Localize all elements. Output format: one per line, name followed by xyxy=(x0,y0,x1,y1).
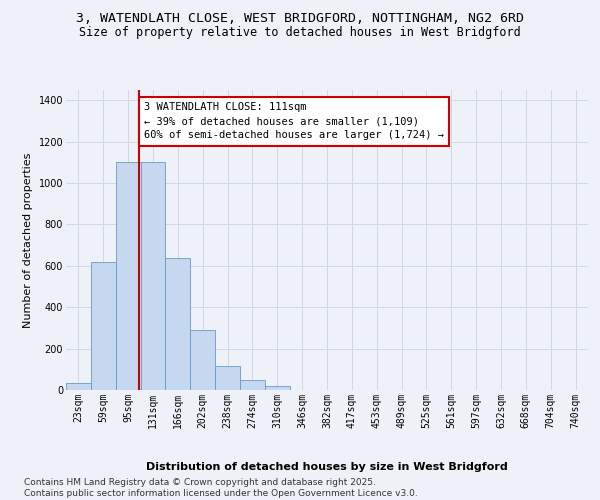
Bar xyxy=(91,262,116,390)
Bar xyxy=(140,162,166,390)
Bar xyxy=(166,258,190,390)
Bar xyxy=(190,330,215,390)
Text: Distribution of detached houses by size in West Bridgford: Distribution of detached houses by size … xyxy=(146,462,508,472)
Text: Size of property relative to detached houses in West Bridgford: Size of property relative to detached ho… xyxy=(79,26,521,39)
Text: Contains HM Land Registry data © Crown copyright and database right 2025.
Contai: Contains HM Land Registry data © Crown c… xyxy=(24,478,418,498)
Bar xyxy=(66,383,91,390)
Bar xyxy=(265,386,290,390)
Text: 3, WATENDLATH CLOSE, WEST BRIDGFORD, NOTTINGHAM, NG2 6RD: 3, WATENDLATH CLOSE, WEST BRIDGFORD, NOT… xyxy=(76,12,524,26)
Bar xyxy=(215,366,240,390)
Bar xyxy=(240,380,265,390)
Text: 3 WATENDLATH CLOSE: 111sqm
← 39% of detached houses are smaller (1,109)
60% of s: 3 WATENDLATH CLOSE: 111sqm ← 39% of deta… xyxy=(144,102,444,141)
Y-axis label: Number of detached properties: Number of detached properties xyxy=(23,152,33,328)
Bar xyxy=(116,162,140,390)
